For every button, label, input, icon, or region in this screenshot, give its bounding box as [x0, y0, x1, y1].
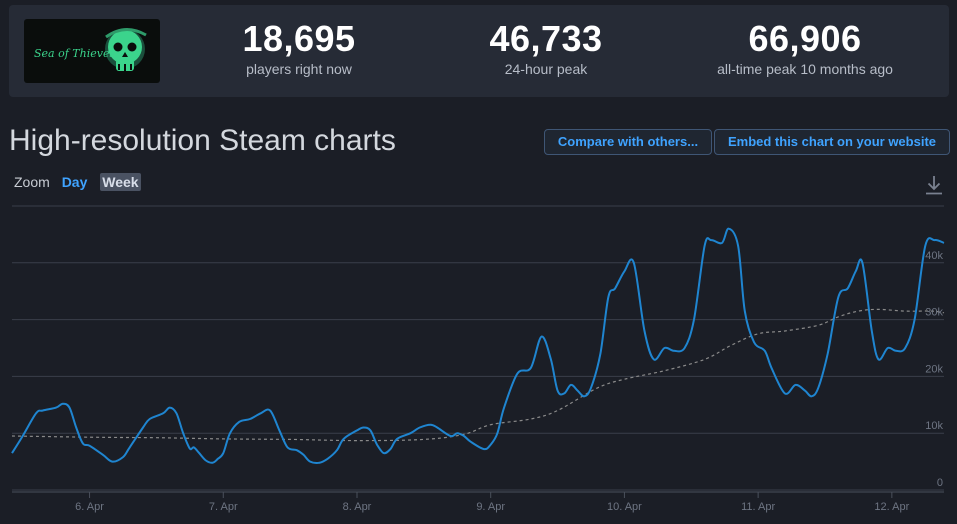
y-tick-label: 0 — [937, 477, 943, 489]
x-tick-label: 11. Apr — [741, 501, 775, 513]
stat-current-label: players right now — [246, 61, 352, 77]
x-tick-label: 10. Apr — [607, 501, 642, 513]
x-tick-label: 6. Apr — [75, 501, 104, 513]
download-icon[interactable] — [924, 174, 944, 196]
stat-alltime-label: all-time peak 10 months ago — [717, 61, 893, 77]
zoom-label: Zoom — [14, 174, 50, 190]
game-logo[interactable]: Sea of Thieves — [24, 19, 160, 83]
x-tick-label: 8. Apr — [343, 501, 372, 513]
player-count-chart: 0 10k 20k 30k 40k 6. Apr 7. Apr 8. Apr 9. Apr 10… — [11, 205, 945, 513]
stat-24h-label: 24-hour peak — [504, 61, 588, 77]
y-tick-label: 20k — [925, 363, 943, 375]
skull-logo-icon: Sea of Thieves — [34, 28, 147, 71]
x-tick-label: 7. Apr — [209, 501, 238, 513]
zoom-day-button[interactable]: Day — [61, 174, 88, 190]
stat-24h-peak: 46,733 24-hour peak — [446, 19, 646, 78]
svg-text:Sea of Thieves: Sea of Thieves — [34, 47, 115, 60]
player-count-line — [11, 227, 945, 464]
zoom-controls: Zoom Day Week — [14, 173, 141, 191]
stat-current-players: 18,695 players right now — [199, 19, 399, 78]
moving-average-line — [11, 308, 945, 442]
stats-bar: Sea of Thieves 18,695 players right now … — [9, 5, 949, 97]
stat-current-value: 18,695 — [242, 18, 356, 59]
page-title: High-resolution Steam charts — [9, 124, 396, 157]
y-tick-label: 40k — [925, 250, 943, 262]
stat-alltime-peak: 66,906 all-time peak 10 months ago — [685, 19, 925, 78]
compare-button[interactable]: Compare with others... — [544, 129, 712, 155]
y-tick-label: 10k — [925, 420, 943, 432]
stat-24h-value: 46,733 — [489, 18, 603, 59]
embed-chart-button[interactable]: Embed this chart on your website — [714, 129, 950, 155]
x-tick-label: 12. Apr — [874, 501, 909, 513]
x-tick-label: 9. Apr — [476, 501, 505, 513]
zoom-week-button[interactable]: Week — [100, 173, 141, 191]
stat-alltime-value: 66,906 — [748, 18, 862, 59]
y-tick-label: 30k — [925, 307, 943, 319]
